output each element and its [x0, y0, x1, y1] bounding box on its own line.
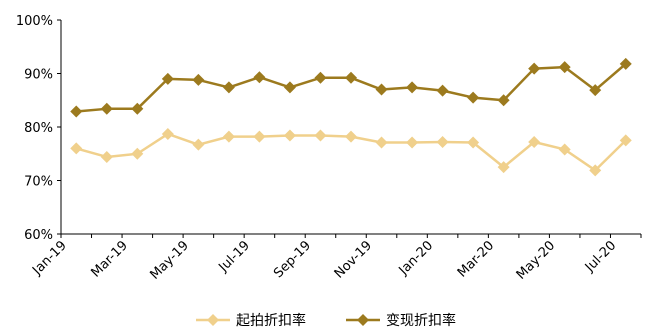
- series-point: [406, 136, 419, 149]
- series-point: [497, 94, 510, 107]
- series-point: [345, 130, 357, 143]
- series-point: [70, 142, 83, 155]
- legend-item-2: 变现折扣率: [346, 312, 456, 329]
- series-2: [70, 57, 632, 118]
- series-point: [314, 129, 327, 142]
- legend-swatch-marker: [207, 314, 219, 326]
- series-line: [76, 62, 627, 113]
- x-tick-label: Nov-19: [332, 238, 375, 281]
- legend-label: 变现折扣率: [386, 312, 456, 329]
- series-point: [222, 81, 235, 94]
- y-tick-label: 60%: [24, 228, 53, 243]
- series-point: [100, 150, 113, 163]
- series-point: [619, 134, 632, 147]
- series-point: [253, 71, 266, 84]
- series-point: [528, 135, 541, 148]
- x-tick-label: Jan-20: [396, 238, 437, 279]
- series-point: [314, 71, 327, 84]
- series-point: [375, 83, 388, 96]
- series-point: [375, 136, 388, 149]
- x-tick-label: Jul-20: [582, 238, 619, 275]
- series-point: [131, 147, 144, 160]
- y-tick-label: 80%: [24, 121, 53, 136]
- y-tick-label: 70%: [24, 175, 53, 190]
- series-point: [222, 130, 235, 143]
- y-tick-label: 90%: [24, 68, 53, 83]
- series-1: [70, 127, 632, 177]
- series-point: [528, 62, 541, 75]
- series-point: [558, 143, 571, 156]
- series-point: [589, 164, 602, 177]
- series-point: [161, 127, 174, 140]
- series-point: [131, 102, 144, 115]
- series-point: [589, 84, 602, 97]
- y-tick-label: 100%: [16, 14, 53, 29]
- chart-axes: 60% 70% 80% 90% 100% Jan-19 Mar-19 May-19 Jul-19…: [16, 14, 642, 283]
- x-tick-label: Jul-19: [216, 238, 253, 275]
- series-point: [283, 81, 296, 94]
- x-tick-label: May-19: [147, 238, 191, 282]
- series-point: [619, 57, 632, 70]
- series-point: [161, 72, 174, 85]
- series-point: [497, 161, 510, 174]
- series-point: [345, 71, 357, 84]
- x-tick-label: Sep-19: [271, 238, 314, 281]
- series-point: [467, 136, 480, 149]
- x-tick-label: Mar-19: [88, 238, 130, 280]
- series-point: [436, 135, 449, 148]
- series-point: [70, 105, 83, 118]
- legend-item-1: 起拍折扣率: [196, 312, 306, 329]
- series-point: [406, 81, 419, 94]
- series-point: [436, 84, 449, 97]
- series-point: [467, 91, 480, 104]
- x-tick-label: Mar-20: [455, 238, 497, 280]
- series-point: [283, 129, 296, 142]
- x-tick-label: May-20: [514, 238, 558, 282]
- series-point: [558, 61, 571, 74]
- legend-label: 起拍折扣率: [236, 312, 306, 329]
- legend-swatch-marker: [357, 314, 369, 326]
- series-point: [100, 102, 113, 115]
- series-point: [192, 73, 205, 86]
- chart-series: [70, 57, 632, 177]
- x-tick-label: Jan-19: [29, 238, 70, 279]
- series-point: [253, 130, 266, 143]
- series-point: [192, 138, 205, 151]
- chart-legend: 起拍折扣率 变现折扣率: [196, 312, 456, 329]
